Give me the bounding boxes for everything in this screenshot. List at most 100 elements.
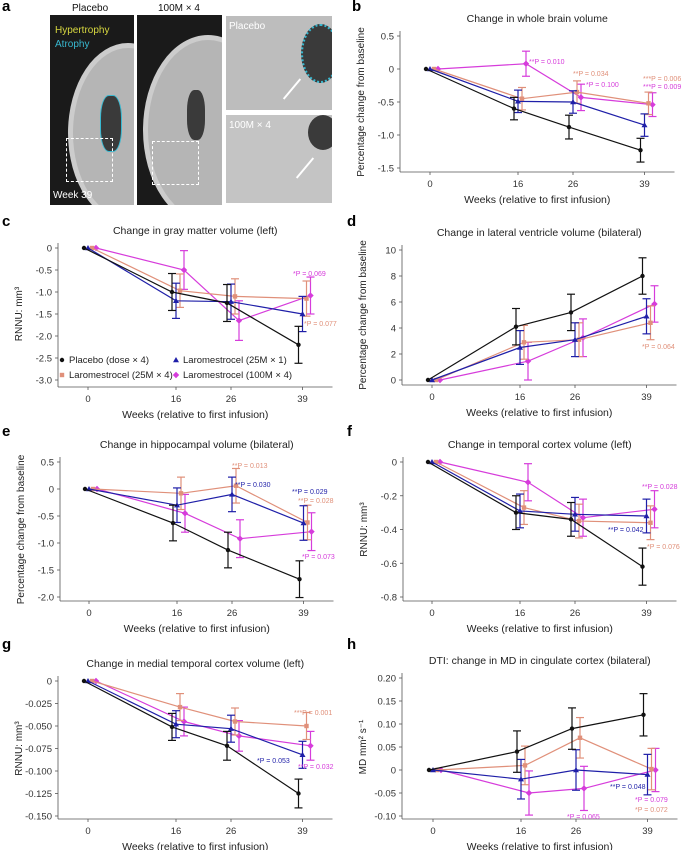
y-tick-label: 6	[391, 298, 396, 309]
data-point	[173, 721, 179, 727]
data-point	[641, 122, 648, 128]
data-point	[648, 520, 653, 525]
x-axis-label: Weeks (relative to first infusion)	[464, 194, 610, 206]
data-point	[577, 94, 585, 101]
x-tick-label: 39	[297, 826, 308, 837]
data-point	[81, 245, 87, 251]
data-point	[521, 340, 527, 345]
x-tick-label: 26	[226, 394, 237, 405]
p-value-annotation: ***P = 0.009	[643, 84, 681, 91]
y-tick-label: 0	[49, 485, 54, 496]
x-tick-label: 16	[171, 826, 182, 837]
p-value-annotation: **P = 0.029	[292, 489, 328, 496]
data-point	[640, 273, 645, 279]
data-point	[433, 377, 439, 383]
data-point	[169, 724, 175, 730]
panel-label: f	[347, 423, 352, 440]
x-tick-label: 0	[86, 608, 91, 619]
y-tick-label: -1.5	[38, 566, 54, 577]
x-tick-label: 39	[639, 179, 650, 190]
data-point	[232, 719, 238, 724]
data-point	[651, 506, 658, 513]
data-point	[580, 785, 588, 792]
y-tick-label: -2.0	[36, 332, 52, 343]
series-line	[436, 737, 652, 771]
data-point	[169, 289, 175, 295]
p-value-annotation: **P = 0.030	[235, 482, 271, 489]
data-point	[522, 763, 528, 768]
x-tick-label: 0	[427, 179, 432, 190]
p-value-annotation: **P = 0.042	[608, 527, 644, 534]
chart-title: Change in temporal cortex volume (left)	[448, 439, 632, 451]
y-axis-label: MD mm² s⁻¹	[358, 719, 369, 774]
panel-label: d	[347, 213, 357, 230]
data-point	[225, 547, 231, 553]
y-axis-label: RNNU: mm³	[14, 721, 25, 776]
chart-title: Change in medial temporal cortex volume …	[86, 658, 304, 670]
chart-title: Change in whole brain volume	[467, 13, 608, 25]
data-point	[170, 520, 176, 526]
series-lar25x1	[430, 749, 652, 800]
y-tick-label: 0.10	[378, 720, 397, 731]
series-line	[88, 488, 304, 524]
data-point	[576, 337, 582, 342]
p-value-annotation: *P = 0.072	[635, 807, 668, 814]
series-line	[84, 488, 300, 580]
series-lar100x4	[436, 458, 659, 537]
data-point	[232, 294, 238, 299]
p-value-annotation: *P = 0.064	[642, 344, 675, 351]
data-point	[431, 66, 437, 72]
y-tick-label: 0.5	[41, 458, 54, 469]
data-point	[235, 732, 243, 740]
series-line	[427, 461, 643, 568]
data-point	[515, 98, 521, 104]
data-point	[180, 266, 188, 274]
series-line	[439, 461, 655, 519]
y-tick-label: 0	[389, 65, 394, 76]
y-tick-label: -0.025	[25, 699, 52, 710]
y-tick-label: 0.15	[378, 697, 397, 708]
data-point	[173, 297, 179, 303]
series-line	[433, 68, 649, 104]
data-point	[89, 245, 95, 251]
y-tick-label: -0.2	[381, 491, 397, 502]
y-tick-label: -0.5	[38, 512, 54, 523]
p-value-annotation: ***P = 0.001	[294, 710, 332, 717]
x-tick-label: 0	[430, 826, 435, 837]
data-point	[307, 742, 314, 749]
data-point	[236, 535, 244, 542]
data-point	[579, 514, 587, 521]
y-tick-label: 0	[391, 766, 396, 777]
data-point	[304, 723, 309, 729]
chart-svg: Change in medial temporal cortex volume …	[14, 658, 334, 850]
x-axis-label: Weeks (relative to first infusion)	[467, 623, 613, 635]
data-point	[519, 96, 525, 101]
y-tick-label: -0.5	[378, 98, 394, 109]
y-tick-label: -1.0	[36, 288, 52, 299]
series-lar100x4	[92, 677, 315, 761]
series-line	[440, 769, 656, 794]
p-value-annotation: *P = 0.077	[304, 321, 337, 328]
p-value-annotation: *P = 0.076	[647, 544, 680, 551]
data-point	[525, 789, 533, 797]
x-tick-label: 39	[298, 608, 309, 619]
p-value-annotation: **P = 0.028	[298, 498, 334, 505]
data-point	[638, 147, 643, 153]
series-line	[87, 680, 303, 756]
y-tick-label: -0.050	[25, 722, 52, 733]
data-point	[570, 99, 576, 105]
data-point	[89, 678, 95, 684]
series-placebo	[425, 459, 647, 586]
series-lar25x1	[429, 298, 651, 383]
series-lar100x4	[436, 285, 659, 384]
x-tick-label: 16	[516, 826, 527, 837]
data-point	[180, 718, 188, 725]
panel-e-chart: e Change in hippocampal volume (bilateral…	[0, 423, 340, 637]
panel-a-mri-images: a Placebo 100M × 4 Hypertrophy Atrophy W…	[0, 0, 340, 212]
y-axis-label: Percentage change from baseline	[16, 454, 27, 604]
inset-label-placebo: Placebo	[229, 21, 266, 32]
inset-placebo: Placebo	[226, 16, 332, 110]
series-lar25x1	[429, 459, 651, 534]
series-line	[432, 769, 648, 780]
